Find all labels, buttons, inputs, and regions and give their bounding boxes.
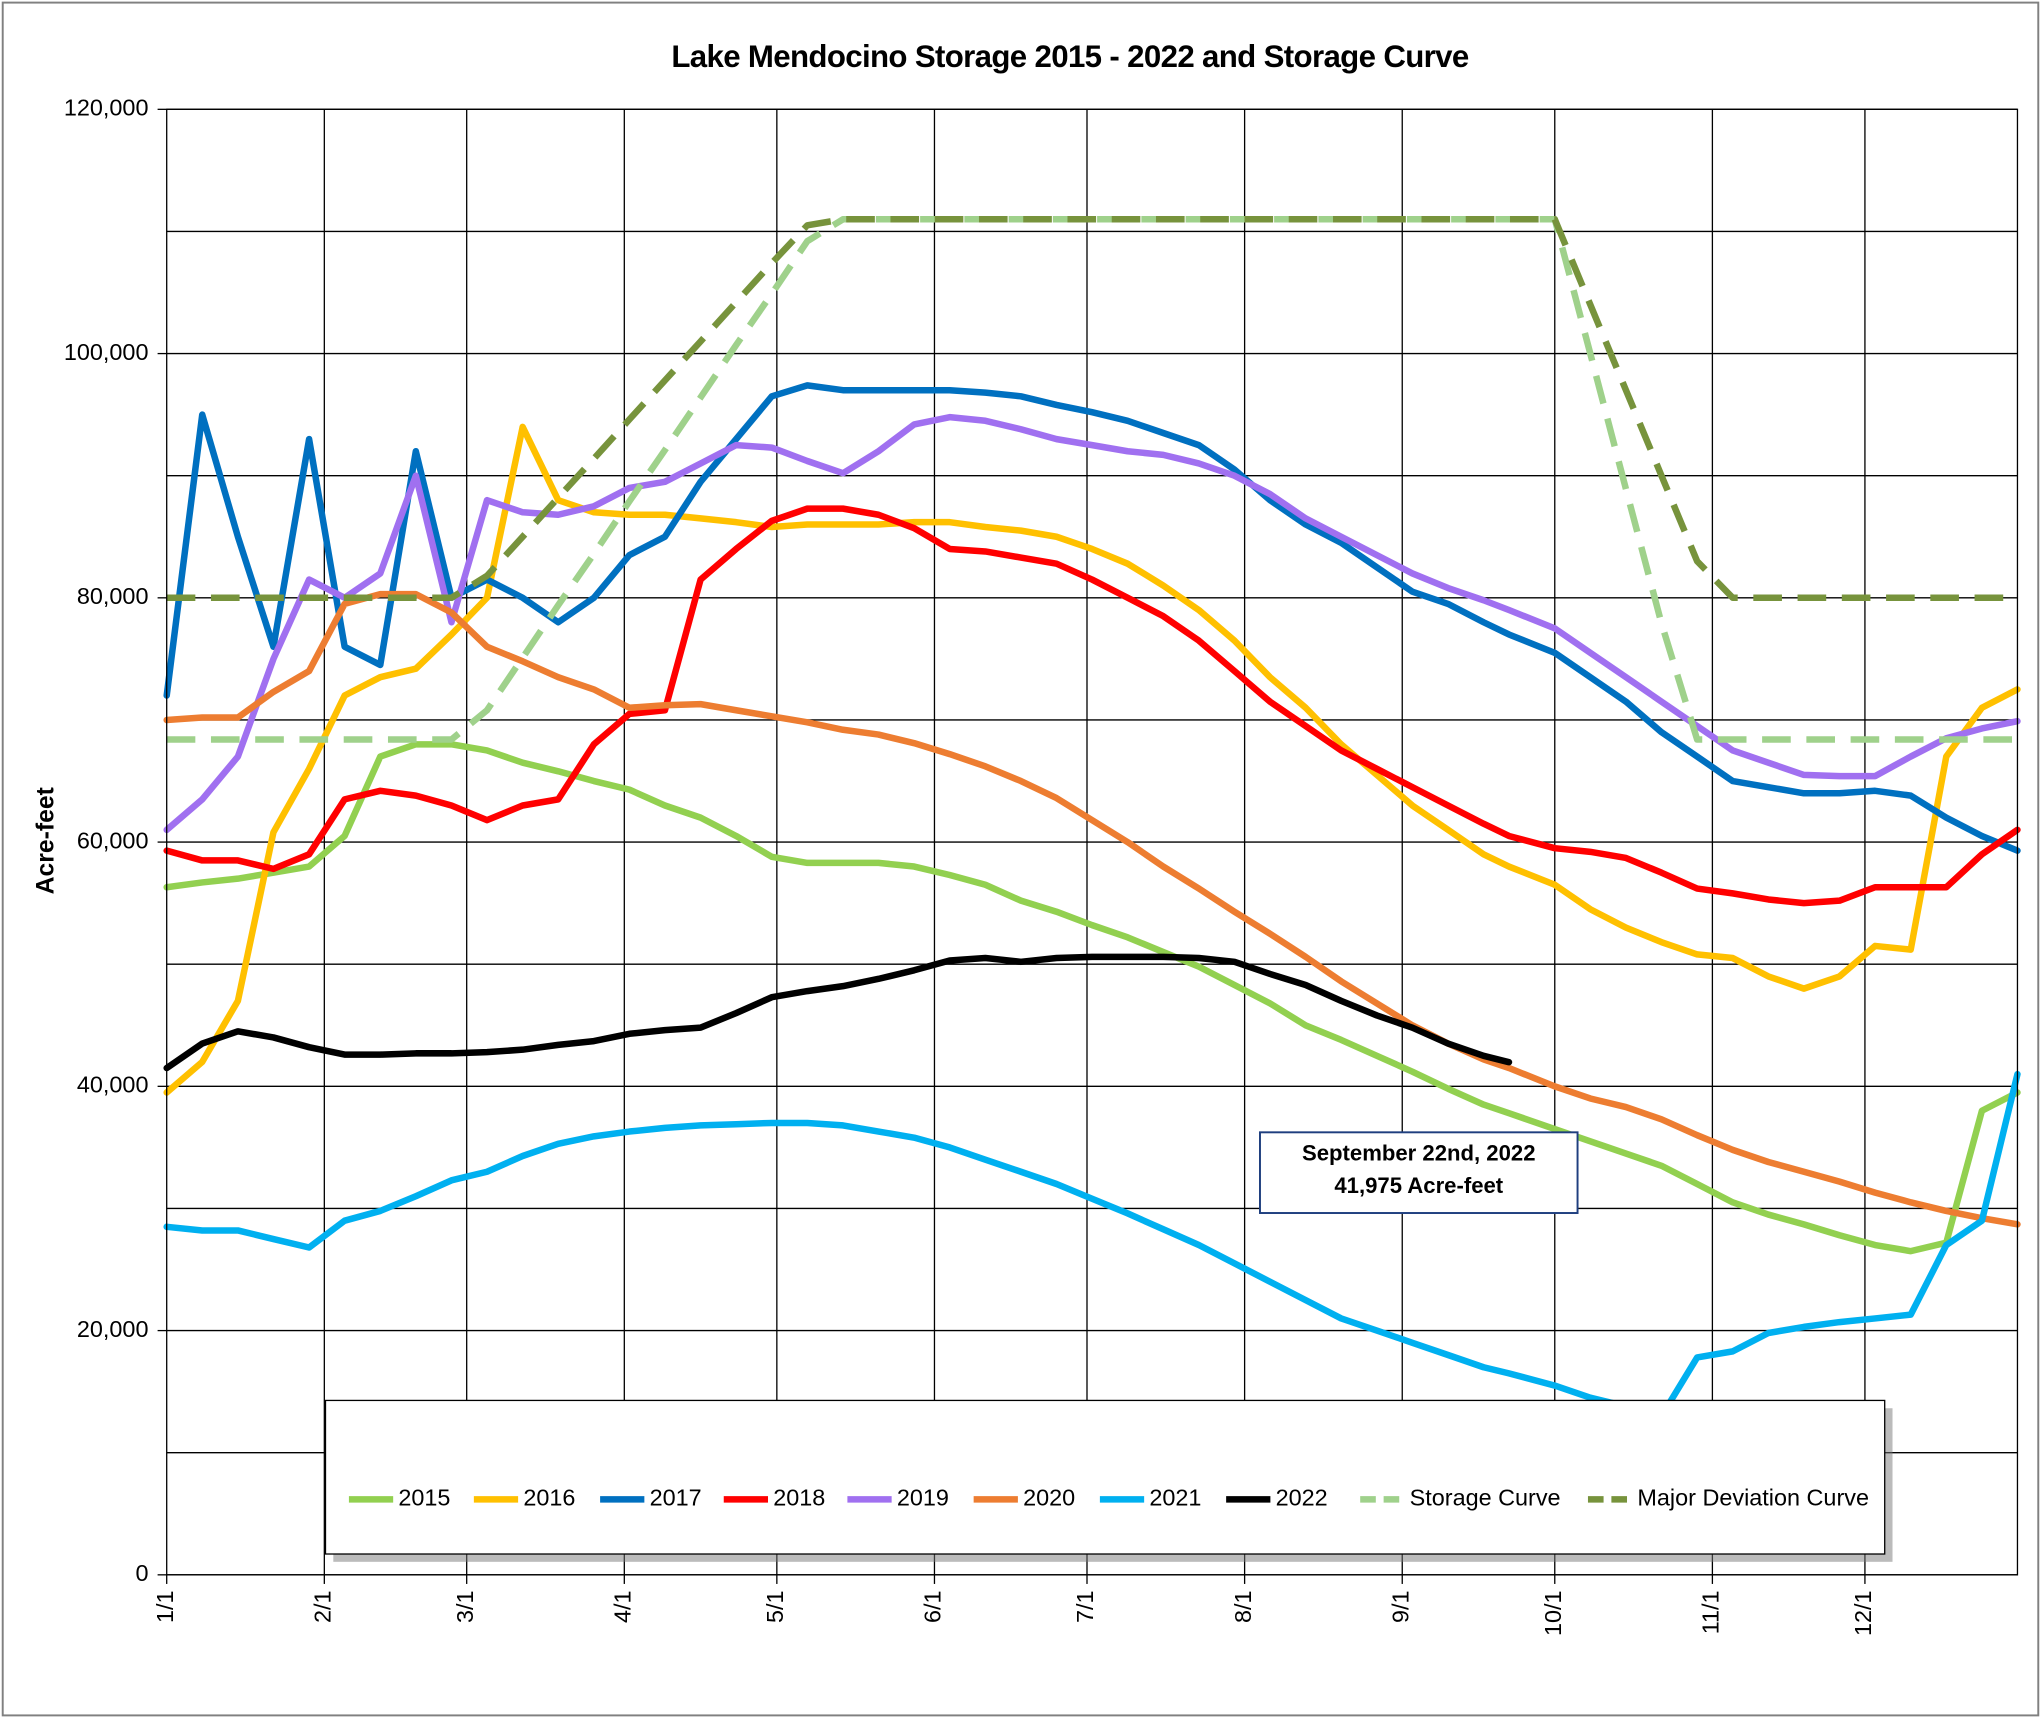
legend-label: 2018 xyxy=(773,1485,825,1511)
annotation-line: 41,975 Acre-feet xyxy=(1334,1173,1503,1198)
x-tick-label: 2/1 xyxy=(310,1590,336,1623)
annotation-box xyxy=(1259,1131,1579,1214)
legend-label: Major Deviation Curve xyxy=(1637,1485,1869,1511)
legend-label: 2022 xyxy=(1276,1485,1328,1511)
y-axis-label: Acre-feet xyxy=(32,787,59,894)
series-line xyxy=(166,216,2018,743)
x-tick-label: 5/1 xyxy=(762,1590,788,1623)
x-tick-label: 4/1 xyxy=(609,1590,635,1623)
plot-border xyxy=(166,108,2019,1576)
annotation-line: September 22nd, 2022 xyxy=(1302,1140,1536,1165)
legend: 2015 2016 2017 2018 2019 2020 2021 2022 Storage … xyxy=(324,1399,1893,1562)
legend-label: 2017 xyxy=(650,1485,702,1511)
y-tick-label: 20,000 xyxy=(77,1316,149,1342)
y-tick-label: 100,000 xyxy=(64,339,149,365)
series-line xyxy=(163,953,1513,1072)
x-tick-label: 1/1 xyxy=(152,1590,178,1623)
series-line xyxy=(163,413,2021,834)
x-tick-label: 11/1 xyxy=(1698,1590,1724,1634)
legend-label: 2020 xyxy=(1023,1485,1075,1511)
series-line xyxy=(163,590,2021,1228)
legend-label: 2021 xyxy=(1149,1485,1201,1511)
y-tick-label: 120,000 xyxy=(64,95,149,121)
chart-title: Lake Mendocino Storage 2015 - 2022 and S… xyxy=(671,39,1468,74)
y-tick-label: 0 xyxy=(135,1560,148,1586)
legend-label: 2019 xyxy=(897,1485,949,1511)
legend-label: 2015 xyxy=(398,1485,450,1511)
y-tick-label: 60,000 xyxy=(77,827,149,853)
legend-label: Storage Curve xyxy=(1410,1485,1561,1511)
series-line xyxy=(163,1070,2021,1420)
series-line xyxy=(163,741,2021,1255)
legend-label: 2016 xyxy=(523,1485,575,1511)
series-line xyxy=(166,216,2018,602)
x-tick-label: 7/1 xyxy=(1072,1590,1098,1623)
annotation: September 22nd, 2022 41,975 Acre-feet xyxy=(1259,1131,1579,1214)
x-tick-label: 10/1 xyxy=(1540,1590,1566,1636)
x-tick-label: 9/1 xyxy=(1387,1590,1413,1623)
x-tick-label: 6/1 xyxy=(920,1590,946,1623)
legend-box xyxy=(324,1399,1886,1555)
x-tick-label: 8/1 xyxy=(1230,1590,1256,1623)
x-tick-label: 12/1 xyxy=(1850,1590,1876,1636)
lines xyxy=(163,216,2021,1420)
series-line xyxy=(163,505,2021,907)
series-line xyxy=(163,423,2021,1096)
y-tick-label: 80,000 xyxy=(77,583,149,609)
y-tick-label: 40,000 xyxy=(77,1072,149,1098)
x-tick-label: 3/1 xyxy=(452,1590,478,1623)
